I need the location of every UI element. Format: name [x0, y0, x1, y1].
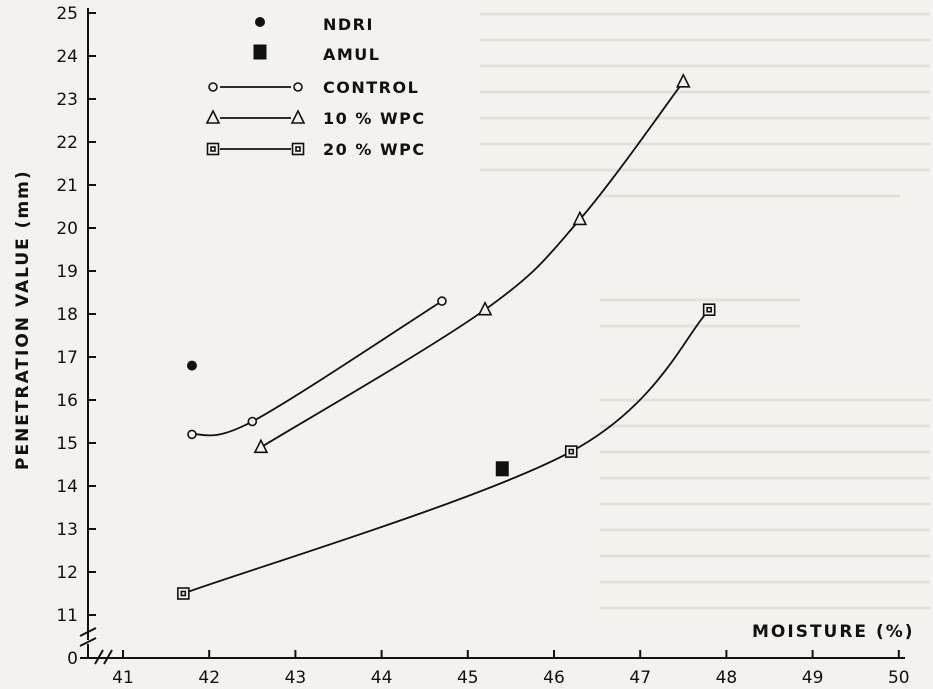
legend: NDRI AMUL CONTROL 10 % WPC 20 % WPC — [205, 15, 426, 159]
x-tick-label: 49 — [802, 668, 824, 688]
x-tick-label: 44 — [371, 668, 393, 688]
y-axis-break — [79, 627, 97, 647]
legend-label-10-wpc: 10 % WPC — [323, 109, 426, 128]
legend-item-10-wpc: 10 % WPC — [205, 109, 426, 128]
legend-item-control: CONTROL — [208, 78, 419, 97]
legend-label-ndri: NDRI — [323, 15, 374, 34]
y-tick-label: 16 — [56, 391, 78, 411]
y-tick-label: 17 — [56, 348, 78, 368]
x-tick-label: 41 — [112, 668, 134, 688]
data-point-20-wpc-inner — [568, 448, 575, 455]
y-tick-label: 23 — [56, 90, 78, 110]
x-tick-label: 46 — [543, 668, 565, 688]
series-line-20-wpc — [182, 309, 710, 595]
legend-marker-20-wpc — [291, 142, 305, 156]
legend-label-amul: AMUL — [323, 45, 381, 64]
legend-marker-20-wpc-inner — [210, 146, 216, 152]
data-point-10-wpc — [676, 73, 691, 88]
y-tick-label: 12 — [56, 563, 78, 583]
legend-label-control: CONTROL — [323, 78, 419, 97]
legend-item-ndri: NDRI — [255, 15, 374, 34]
legend-label-20-wpc: 20 % WPC — [323, 140, 426, 159]
x-axis-break — [94, 649, 113, 665]
data-point-ndri — [186, 360, 197, 371]
y-tick-label: 19 — [56, 262, 78, 282]
y-tick-label: 24 — [56, 47, 78, 67]
data-point-control — [187, 429, 197, 440]
data-point-20-wpc-inner — [180, 590, 187, 597]
data-point-10-wpc — [477, 300, 493, 316]
legend-marker-20-wpc-inner — [295, 146, 301, 152]
legend-marker-ndri — [255, 17, 265, 27]
legend-marker-control — [208, 82, 218, 92]
data-point-amul — [495, 461, 509, 477]
y-tick-label: 15 — [56, 434, 78, 454]
data-point-10-wpc — [253, 438, 269, 454]
y-tick-label: 13 — [56, 520, 78, 540]
series-markers — [177, 73, 716, 600]
y-tick-label: 25 — [56, 4, 78, 24]
x-tick-label: 50 — [888, 668, 910, 688]
series-curves — [182, 81, 710, 595]
legend-marker-10-wpc — [205, 109, 221, 124]
legend-marker-10-wpc — [290, 109, 306, 124]
y-axis-title: PENETRATION VALUE (mm) — [13, 169, 33, 470]
data-point-control — [247, 416, 258, 427]
x-tick-label: 47 — [629, 668, 651, 688]
background-text-texture — [480, 12, 930, 610]
x-tick-label: 42 — [198, 668, 220, 688]
y-tick-label: 20 — [56, 219, 78, 239]
legend-item-amul: AMUL — [253, 44, 381, 64]
y-tick-label: 11 — [56, 606, 78, 626]
legend-item-20-wpc: 20 % WPC — [206, 140, 426, 159]
legend-marker-amul — [253, 44, 267, 60]
series-line-10-wpc — [260, 81, 685, 449]
data-point-20-wpc — [702, 303, 716, 317]
y-zero-label: 0 — [67, 649, 78, 669]
data-point-20-wpc — [177, 587, 190, 600]
x-tick-label: 45 — [457, 668, 479, 688]
series-line-control — [191, 300, 443, 437]
y-tick-label: 22 — [56, 133, 78, 153]
data-point-control — [437, 296, 447, 306]
legend-marker-20-wpc — [206, 142, 220, 156]
legend-marker-control — [293, 82, 303, 92]
x-axis-title: MOISTURE (%) — [752, 622, 915, 642]
data-point-10-wpc — [572, 210, 588, 226]
y-tick-label: 21 — [56, 176, 78, 196]
data-point-20-wpc — [564, 445, 578, 458]
y-tick-label: 14 — [56, 477, 78, 497]
data-point-20-wpc-inner — [706, 306, 712, 313]
x-tick-label: 48 — [716, 668, 738, 688]
axis-ticks: 11 12 13 14 15 16 17 18 19 20 21 22 23 24 25 0 41 42 43 44 4… — [56, 4, 909, 688]
x-tick-label: 43 — [285, 668, 307, 688]
y-tick-label: 18 — [56, 305, 78, 325]
